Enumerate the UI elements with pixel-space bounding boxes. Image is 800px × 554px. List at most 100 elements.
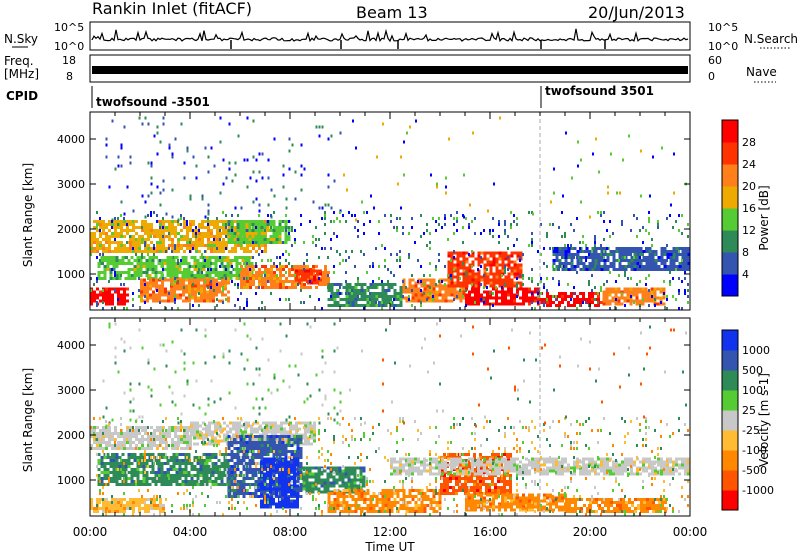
power-cell [675,256,679,259]
power-cell [447,284,451,288]
power-cell [684,271,686,274]
power-cell [591,295,594,298]
power-cell [648,289,650,292]
vel-cell [293,453,297,456]
vel-cell [114,432,117,435]
power-cell [399,289,403,292]
power-cell [171,283,173,286]
power-cell [486,278,490,282]
power-cell [111,119,114,123]
power-cell [219,116,222,120]
power-cell [207,238,210,241]
power-cell [117,235,120,238]
power-cell [93,220,96,223]
vel-cell [165,432,168,435]
power-cell [201,253,203,256]
power-cell [148,259,152,262]
power-cell [171,229,174,232]
power-cell [642,268,646,271]
power-cell [169,256,173,259]
vel-cell [236,480,240,483]
power-cell [192,244,195,247]
power-cell [96,229,99,232]
power-cell [624,304,626,307]
vel-cell [160,474,164,477]
power-cell [171,307,173,310]
power-cell [597,247,601,250]
power-cell [102,253,104,256]
power-cell [288,137,291,141]
power-cell [276,256,278,259]
power-cell [672,295,674,298]
power-cell [195,250,198,253]
power-cell [456,266,460,270]
power-cell [672,277,674,280]
power-cell [663,268,667,271]
power-cell [450,254,454,258]
power-cell [463,215,465,219]
power-cell [162,179,165,183]
power-cell [189,197,192,201]
power-cell [684,256,688,259]
power-cell [417,287,421,291]
power-cell [603,256,605,259]
power-cell [641,287,645,291]
power-cell [96,247,99,250]
power-cell [150,307,152,310]
power-cell [169,262,173,265]
vel-cell [266,460,269,464]
power-cell [213,238,215,241]
vel-cell [208,468,212,471]
power-cell [651,262,655,265]
vel-cell [260,484,263,488]
power-cell [313,269,316,273]
vel-cell [287,441,291,444]
vel-cell [214,424,217,428]
vel-cell [236,462,240,465]
power-cell [140,284,143,288]
power-cell [638,299,642,303]
vel-cell [196,468,200,471]
vel-cell [124,477,128,480]
vel-cell [202,427,205,431]
power-cell [255,262,257,265]
power-cell [251,235,255,238]
power-cell [258,307,260,310]
power-cell [465,271,467,274]
power-cell [163,259,167,262]
power-cell [375,292,379,295]
vel-cell [202,436,205,440]
power-cell [288,286,291,289]
power-cell [217,271,221,274]
power-cell [162,265,164,268]
power-cell [217,259,221,262]
power-cell [411,299,415,303]
power-cell [456,257,460,261]
vel-cell [124,480,128,483]
power-cell [456,278,460,282]
vel-cell [220,430,223,434]
power-cell [351,214,353,217]
power-cell [510,278,514,282]
power-cell [176,293,179,297]
power-cell [240,265,243,268]
vel-cell [136,480,140,483]
power-cell [239,223,243,226]
power-cell [298,272,301,276]
power-cell [189,265,191,268]
power-cell [111,250,114,253]
power-cell [117,155,120,159]
vel-cell [208,480,212,483]
power-cell [617,296,621,300]
power-cell [235,259,239,262]
vel-cell [217,483,221,486]
power-cell [675,259,679,262]
vel-cell [299,465,303,468]
power-cell [654,250,658,253]
power-cell [462,266,466,270]
power-cell [441,226,443,229]
power-cell [390,298,392,301]
vel-cell [211,433,214,437]
power-cell [444,283,446,286]
power-cell [468,226,470,229]
